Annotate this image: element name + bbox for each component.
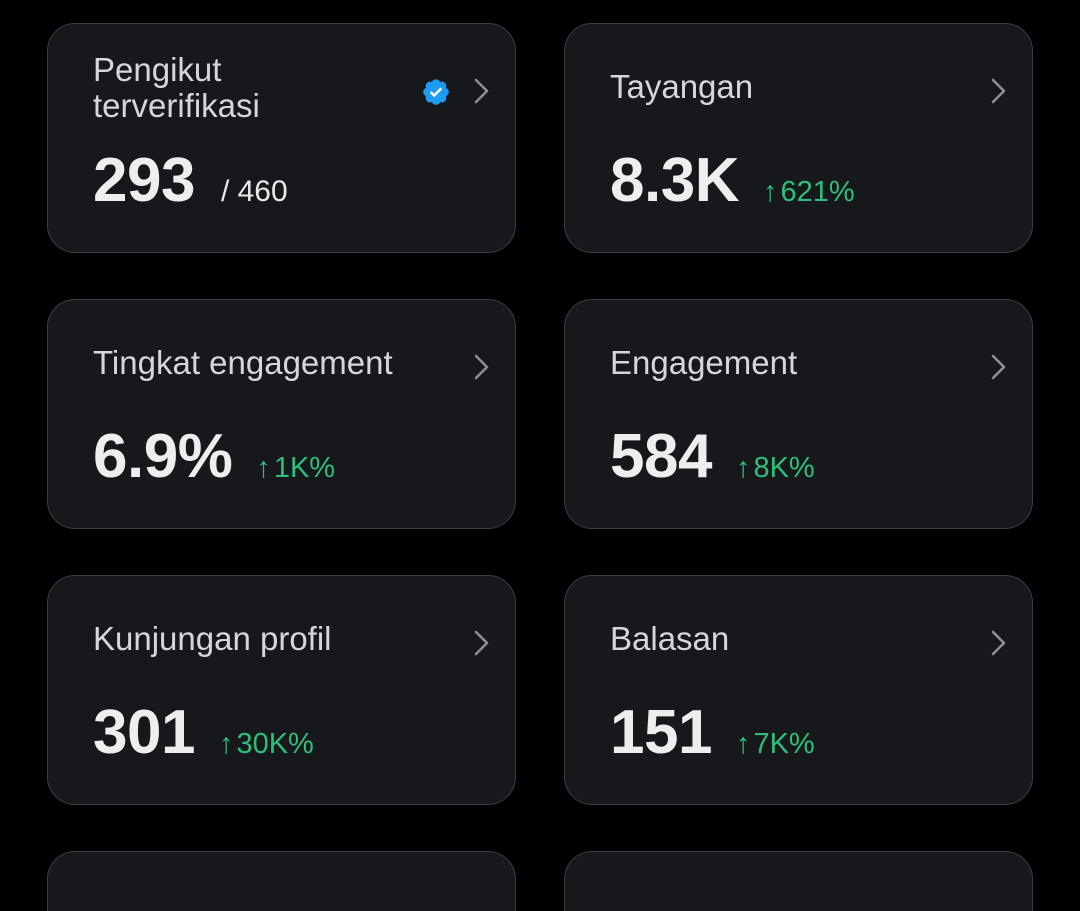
change-percent: 30K%	[236, 728, 314, 760]
chevron-right-icon[interactable]	[988, 76, 1010, 106]
up-arrow-icon: ↑	[218, 728, 234, 760]
card-partial-left[interactable]	[47, 851, 516, 911]
value-row: 293 / 460	[93, 146, 288, 216]
card-title: Engagement	[610, 344, 798, 381]
change-percent: 7K%	[753, 728, 815, 760]
metric-value: 8.3K	[610, 146, 739, 215]
card-partial-right[interactable]	[564, 851, 1033, 911]
card-title: Tayangan	[610, 68, 754, 105]
metric-value: 301	[93, 698, 195, 767]
card-title: Pengikut terverifikasi	[93, 51, 260, 124]
chevron-right-icon[interactable]	[471, 76, 493, 106]
change-percent: 8K%	[753, 452, 815, 484]
metric-change: ↑ 7K%	[736, 728, 815, 761]
card-title: Kunjungan profil	[93, 620, 332, 657]
card-pengikut-terverifikasi[interactable]: Pengikut terverifikasi 293 / 460	[47, 23, 516, 253]
metric-value: 6.9%	[93, 422, 233, 491]
up-arrow-icon: ↑	[735, 452, 751, 484]
change-percent: 621%	[780, 176, 855, 208]
card-balasan[interactable]: Balasan 151 ↑ 7K%	[564, 575, 1033, 805]
metric-value: 151	[610, 698, 712, 767]
card-title: Balasan	[610, 620, 730, 657]
metric-change: ↑ 1K%	[256, 452, 335, 485]
stats-grid: Pengikut terverifikasi 293 / 460 Tayanga…	[47, 23, 1033, 911]
card-tayangan[interactable]: Tayangan 8.3K ↑ 621%	[564, 23, 1033, 253]
metric-value: 584	[610, 422, 712, 491]
card-tingkat-engagement[interactable]: Tingkat engagement 6.9% ↑ 1K%	[47, 299, 516, 529]
value-row: 151 ↑ 7K%	[610, 698, 815, 768]
chevron-right-icon[interactable]	[471, 352, 493, 382]
value-row: 584 ↑ 8K%	[610, 422, 815, 492]
value-row: 301 ↑ 30K%	[93, 698, 314, 768]
card-title: Tingkat engagement	[93, 344, 393, 381]
metric-value: 293	[93, 146, 195, 215]
chevron-right-icon[interactable]	[988, 352, 1010, 382]
chevron-right-icon[interactable]	[471, 628, 493, 658]
up-arrow-icon: ↑	[256, 452, 271, 484]
metric-change: ↑ 30K%	[219, 728, 314, 761]
metric-change: ↑ 621%	[763, 176, 855, 209]
metric-change: ↑ 8K%	[736, 452, 815, 485]
metric-total: / 460	[220, 175, 288, 208]
up-arrow-icon: ↑	[735, 728, 751, 760]
value-row: 8.3K ↑ 621%	[610, 146, 855, 216]
card-kunjungan-profil[interactable]: Kunjungan profil 301 ↑ 30K%	[47, 575, 516, 805]
value-row: 6.9% ↑ 1K%	[93, 422, 335, 492]
card-engagement[interactable]: Engagement 584 ↑ 8K%	[564, 299, 1033, 529]
chevron-right-icon[interactable]	[988, 628, 1010, 658]
change-percent: 1K%	[273, 452, 336, 484]
verified-badge-icon	[423, 79, 449, 105]
up-arrow-icon: ↑	[762, 176, 778, 208]
